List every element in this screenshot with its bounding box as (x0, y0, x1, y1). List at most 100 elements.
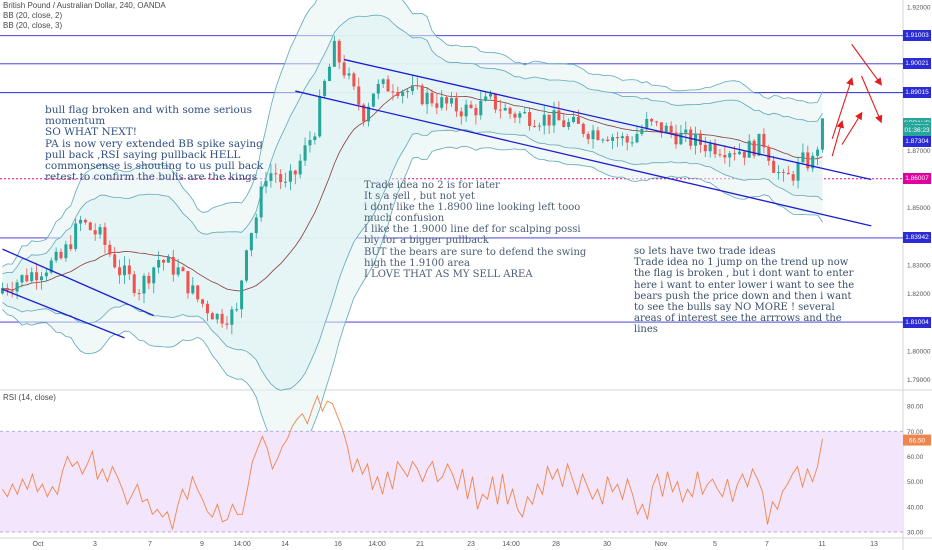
candle-up (757, 133, 761, 156)
candle-up (64, 244, 68, 259)
symbol-title: British Pound / Australian Dollar, 240, … (3, 1, 166, 10)
candle-up (640, 128, 644, 134)
candle-down (703, 144, 707, 152)
candle-up (142, 275, 146, 294)
candle-up (552, 110, 556, 126)
candle-up (679, 132, 683, 145)
trend-channel-upper-left (2, 248, 155, 317)
candle-down (669, 125, 673, 133)
candle-down (103, 227, 107, 245)
candle-up (98, 227, 102, 235)
candle-down (733, 153, 737, 155)
candle-down (342, 62, 346, 76)
candle-down (201, 299, 205, 304)
candle-down (88, 222, 92, 231)
candle-up (30, 272, 34, 282)
time-tick-label: 14 (281, 541, 289, 548)
candle-down (181, 267, 185, 272)
candle-up (572, 116, 576, 122)
time-tick-label: 13 (870, 541, 878, 548)
candle-up (284, 181, 288, 183)
candle-down (386, 79, 390, 92)
candle-up (15, 282, 19, 292)
candle-up (313, 136, 317, 141)
price-tag: 1.86007 (903, 173, 931, 185)
time-tick-label: 3 (93, 541, 97, 548)
candle-down (293, 170, 297, 175)
candle-down (210, 313, 214, 320)
time-tick-label: 5 (713, 541, 717, 548)
indicator-bb-3: BB (20, close, 3) (3, 21, 63, 30)
candle-down (132, 274, 136, 294)
rsi-line (2, 394, 823, 530)
candle-up (327, 66, 331, 81)
candle-up (191, 285, 195, 294)
trend-channel-lower-main (295, 90, 872, 227)
trade-arrow (841, 111, 863, 145)
trade-arrow (831, 120, 845, 157)
candle-up (20, 275, 24, 283)
candle-down (742, 151, 746, 158)
candle-up (264, 180, 268, 187)
bb2-upper-line (2, 14, 823, 275)
candle-down (279, 174, 283, 183)
trend-channel-lower-left (2, 288, 125, 339)
time-tick-label: Nov (655, 541, 668, 548)
candle-down (615, 137, 619, 139)
candle-down (35, 272, 39, 281)
trade-arrow (861, 75, 883, 124)
candle-up (747, 140, 751, 158)
price-tick-label: 1.83000 (907, 262, 931, 269)
candle-up (816, 149, 820, 156)
candle-down (786, 172, 790, 175)
candle-up (523, 112, 527, 114)
rsi-tick-label: 70.00 (907, 429, 924, 436)
candle-down (498, 109, 502, 111)
candle-down (596, 130, 600, 140)
candle-down (469, 104, 473, 109)
candle-up (620, 136, 624, 139)
candle-down (791, 174, 795, 181)
candle-down (186, 271, 190, 294)
candle-up (401, 91, 405, 97)
candle-down (654, 121, 659, 123)
candle-up (259, 186, 263, 218)
candle-down (25, 275, 29, 282)
rsi-tick-label: 60.00 (907, 454, 924, 461)
candle-up (820, 118, 824, 150)
candle-down (93, 230, 97, 235)
candle-down (10, 290, 14, 292)
candle-up (591, 130, 595, 140)
candle-down (445, 97, 449, 104)
candle-up (244, 250, 249, 281)
annotation-trade-idea-1: so lets have two trade ideas Trade idea … (634, 246, 855, 336)
candle-up (708, 143, 712, 152)
candle-up (796, 162, 800, 181)
candle-down (650, 118, 654, 122)
bb2-lower-line (2, 129, 823, 391)
time-tick-label: 11 (818, 541, 825, 548)
candle-up (410, 85, 414, 92)
candle-up (728, 153, 732, 158)
candle-down (698, 133, 702, 145)
candle-up (332, 40, 336, 67)
candle-up (542, 114, 546, 126)
candle-down (459, 111, 463, 117)
candle-down (508, 107, 512, 114)
candle-up (479, 100, 483, 116)
candle-down (362, 104, 366, 122)
candle-down (137, 293, 141, 295)
bb3-upper-line (2, 0, 823, 267)
candle-up (406, 91, 410, 93)
candle-up (484, 96, 488, 101)
indicator-bb-2: BB (20, close, 2) (3, 11, 63, 20)
candle-up (166, 256, 170, 263)
rsi-indicator-label: RSI (14, close) (3, 393, 56, 402)
candle-down (171, 256, 175, 275)
candle-up (298, 160, 302, 175)
rsi-tick-label: 80.00 (907, 404, 924, 411)
candle-up (215, 313, 219, 320)
candle-down (493, 93, 497, 110)
candle-up (664, 125, 668, 134)
